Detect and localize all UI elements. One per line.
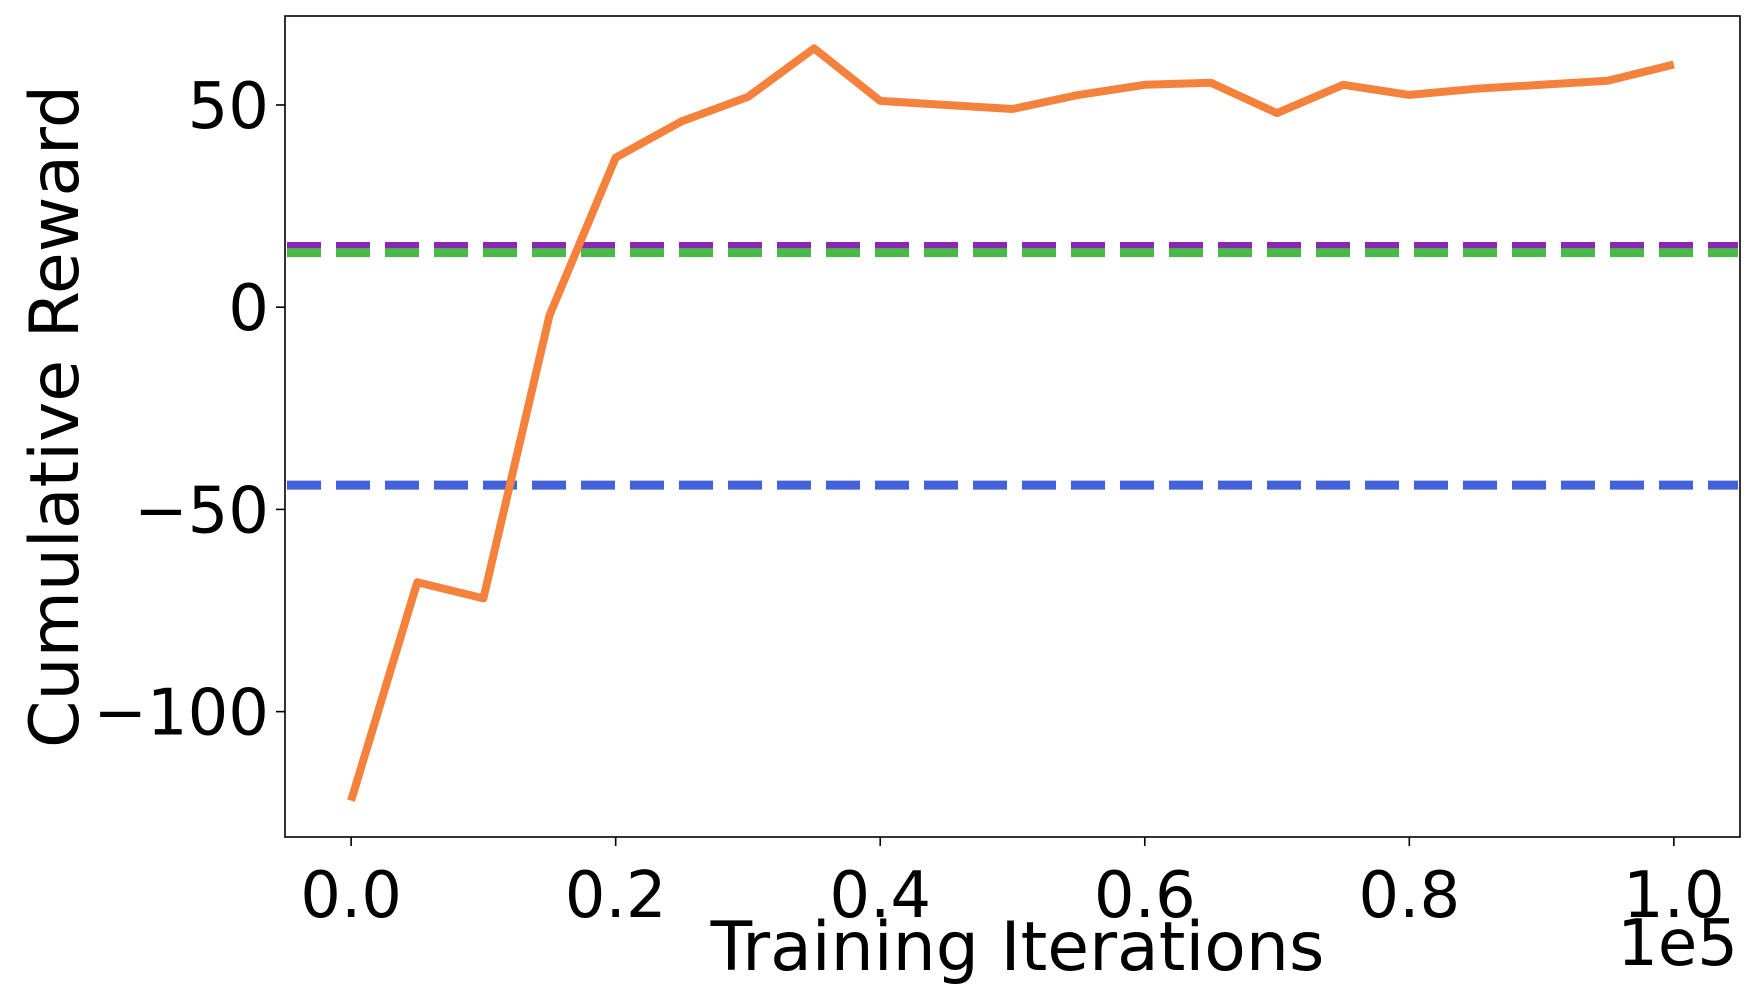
y-tick-label: 50 (188, 70, 269, 144)
reference-lines (287, 242, 1738, 490)
plot-frame (284, 15, 1741, 838)
x-tick-label: 0.8 (1358, 859, 1460, 933)
x-tick-label: 0.2 (565, 859, 667, 933)
x-axis-ticks: 0.0 0.2 0.4 0.6 0.8 1.0 (300, 837, 1725, 933)
x-tick-label: 0.4 (829, 859, 931, 933)
y-axis-title: Cumulative Reward (16, 85, 95, 748)
x-axis-title: Training Iterations (710, 908, 1325, 987)
x-tick-label: 1.0 (1623, 859, 1725, 933)
series-line-1 (347, 44, 1675, 802)
y-tick-label: 0 (228, 272, 269, 346)
y-axis-ticks: −100 −50 0 50 (93, 70, 285, 751)
x-axis-offset-label: 1e5 (1617, 907, 1738, 981)
y-tick-label: −100 (93, 677, 269, 751)
y-tick-label: −50 (134, 474, 269, 548)
data-series (347, 44, 1675, 802)
x-tick-label: 0.0 (300, 859, 402, 933)
x-tick-label: 0.6 (1094, 859, 1196, 933)
